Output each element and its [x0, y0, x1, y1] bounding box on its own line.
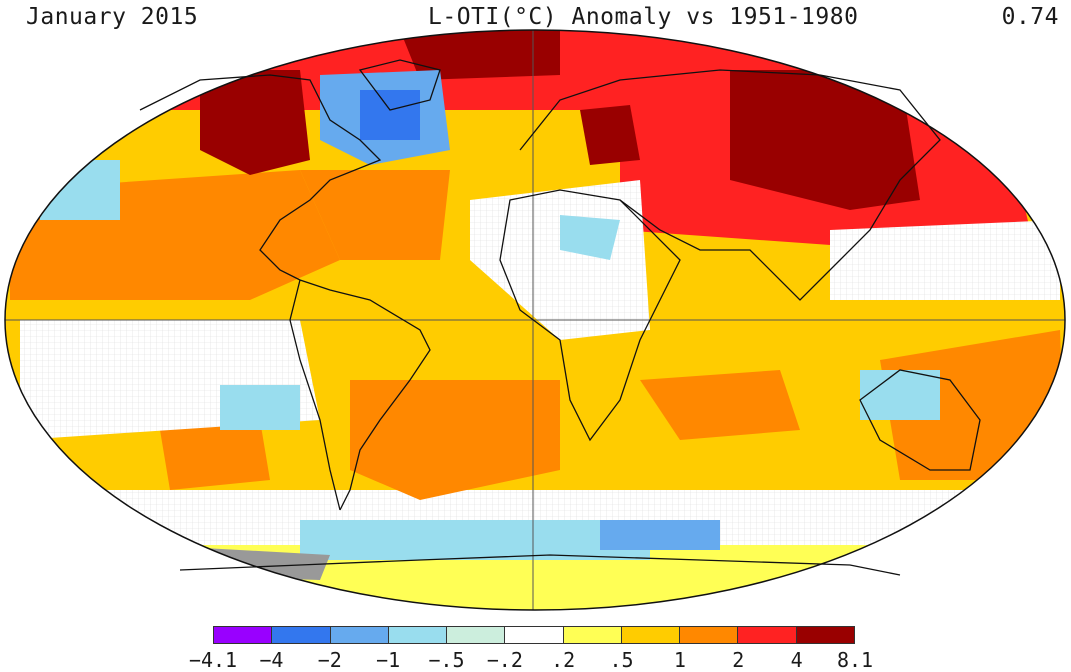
legend-label: −.2: [486, 648, 523, 672]
legend-labels: −4.1 −4 −2 −1 −.5 −.2 .2 .5 1 2 4 8.1: [0, 648, 1071, 672]
date-label: January 2015: [26, 4, 199, 30]
legend-label: −4: [259, 648, 284, 672]
map-title: L-OTI(°C) Anomaly vs 1951-1980: [428, 4, 859, 30]
legend-label: −.5: [428, 648, 465, 672]
legend-label: 1: [673, 648, 686, 672]
legend-label: .2: [551, 648, 576, 672]
legend-label: 8.1: [836, 648, 874, 672]
legend-swatch: [680, 627, 739, 643]
legend-swatch: [505, 627, 564, 643]
legend-swatch: [796, 627, 854, 643]
legend-swatch: [272, 627, 331, 643]
legend-label: −4.1: [188, 648, 238, 672]
legend-swatch: [738, 627, 797, 643]
color-legend: [213, 626, 855, 644]
legend-swatch: [621, 627, 681, 643]
legend-swatch: [388, 627, 448, 643]
legend-label: .5: [609, 648, 634, 672]
legend-label: −2: [317, 648, 342, 672]
legend-swatch: [447, 627, 506, 643]
legend-label: 4: [790, 648, 803, 672]
anomaly-map: [4, 29, 1066, 611]
legend-label: −1: [376, 648, 401, 672]
legend-swatch: [563, 627, 622, 643]
legend-swatch: [330, 627, 389, 643]
legend-swatch: [214, 627, 273, 643]
global-mean-value: 0.74: [1001, 4, 1059, 30]
map-svg: [4, 29, 1066, 611]
coastlines: [139, 59, 981, 576]
globe-outline: [4, 29, 1066, 611]
legend-label: 2: [732, 648, 745, 672]
anomaly-fields: [5, 30, 1065, 610]
